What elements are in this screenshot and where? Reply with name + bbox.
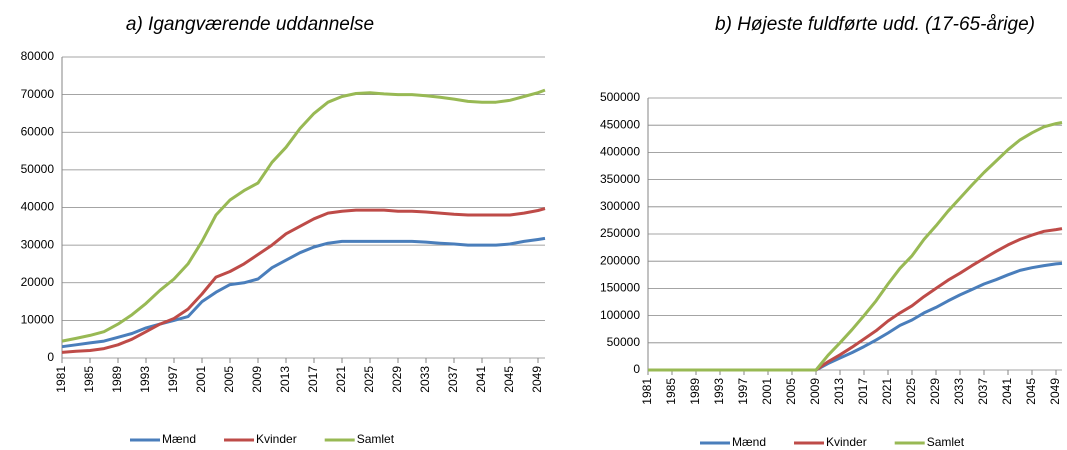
y-tick-label: 30000 xyxy=(21,237,55,251)
legend-label: Mænd xyxy=(732,435,766,449)
x-tick-label: 2037 xyxy=(976,378,990,405)
x-tick-label: 1985 xyxy=(82,366,96,393)
chart-title: b) Højeste fuldførte udd. (17-65-årige) xyxy=(715,14,1035,35)
y-tick-label: 60000 xyxy=(21,124,55,138)
y-tick-label: 40000 xyxy=(21,200,55,214)
y-tick-label: 50000 xyxy=(21,162,55,176)
legend-item: Mænd xyxy=(700,435,766,449)
x-tick-label: 2045 xyxy=(502,366,516,393)
x-tick-label: 1993 xyxy=(138,366,152,393)
x-tick-label: 2033 xyxy=(952,378,966,405)
series-line xyxy=(648,261,1063,372)
y-tick-label: 250000 xyxy=(600,226,640,240)
x-tick-label: 1989 xyxy=(688,378,702,405)
y-tick-label: 0 xyxy=(47,350,54,364)
y-tick-label: 100000 xyxy=(600,308,640,322)
x-tick-label: 2013 xyxy=(278,366,292,393)
x-tick-label: 2037 xyxy=(446,366,460,393)
x-tick-label: 2045 xyxy=(1024,378,1038,405)
y-tick-label: 450000 xyxy=(600,117,640,131)
y-tick-label: 80000 xyxy=(21,49,55,63)
chart-title: a) Igangværende uddannelse xyxy=(126,14,374,35)
x-tick-label: 2021 xyxy=(880,378,894,405)
y-tick-label: 500000 xyxy=(600,90,640,104)
x-tick-label: 1989 xyxy=(110,366,124,393)
x-tick-label: 2029 xyxy=(390,366,404,393)
legend-item: Kvinder xyxy=(224,432,297,446)
y-tick-label: 150000 xyxy=(600,281,640,295)
series-line xyxy=(648,121,1063,372)
x-tick-label: 2001 xyxy=(194,366,208,393)
legend-item: Samlet xyxy=(324,432,395,446)
y-tick-label: 0 xyxy=(633,362,640,376)
x-tick-label: 2009 xyxy=(808,378,822,405)
legend-item: Kvinder xyxy=(794,435,867,449)
x-tick-label: 2025 xyxy=(362,366,376,393)
x-tick-label: 2013 xyxy=(832,378,846,405)
x-tick-label: 1993 xyxy=(712,378,726,405)
x-tick-label: 1981 xyxy=(640,378,654,405)
legend-label: Samlet xyxy=(357,432,395,446)
y-tick-label: 400000 xyxy=(600,145,640,159)
x-tick-label: 2009 xyxy=(250,366,264,393)
y-tick-label: 70000 xyxy=(21,87,55,101)
series-line xyxy=(61,236,546,349)
x-tick-label: 2033 xyxy=(418,366,432,393)
x-tick-label: 2049 xyxy=(1048,378,1062,405)
legend-label: Mænd xyxy=(162,432,196,446)
x-tick-label: 2017 xyxy=(306,366,320,393)
y-tick-label: 350000 xyxy=(600,172,640,186)
y-tick-label: 300000 xyxy=(600,199,640,213)
x-tick-label: 1985 xyxy=(664,378,678,405)
y-tick-label: 200000 xyxy=(600,253,640,267)
series-line xyxy=(61,88,546,343)
x-tick-label: 2005 xyxy=(222,366,236,393)
x-tick-label: 1997 xyxy=(736,378,750,405)
x-tick-label: 2049 xyxy=(530,366,544,393)
x-tick-label: 1981 xyxy=(54,366,68,393)
x-tick-label: 2025 xyxy=(904,378,918,405)
legend-item: Samlet xyxy=(894,435,965,449)
x-tick-label: 2017 xyxy=(856,378,870,405)
y-tick-label: 50000 xyxy=(607,335,641,349)
legend-item: Mænd xyxy=(130,432,196,446)
legend-label: Samlet xyxy=(927,435,965,449)
y-tick-label: 20000 xyxy=(21,275,55,289)
x-tick-label: 2001 xyxy=(760,378,774,405)
legend-label: Kvinder xyxy=(826,435,867,449)
x-tick-label: 2041 xyxy=(474,366,488,393)
series-line xyxy=(648,227,1063,372)
series-line xyxy=(61,207,546,354)
x-tick-label: 2041 xyxy=(1000,378,1014,405)
legend-label: Kvinder xyxy=(256,432,297,446)
y-tick-label: 10000 xyxy=(21,313,55,327)
x-tick-label: 2005 xyxy=(784,378,798,405)
x-tick-label: 2029 xyxy=(928,378,942,405)
x-tick-label: 2021 xyxy=(334,366,348,393)
x-tick-label: 1997 xyxy=(166,366,180,393)
